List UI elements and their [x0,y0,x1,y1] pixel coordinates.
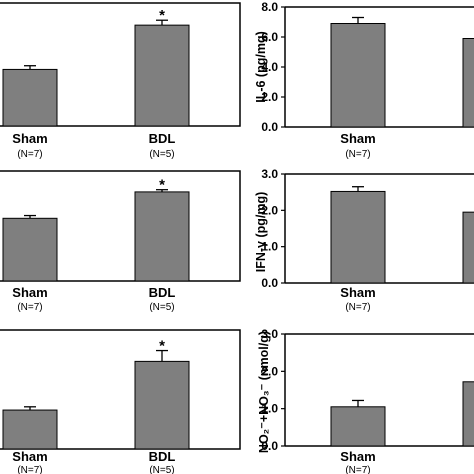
bar-sham [330,406,386,447]
panel-left-bottom: Sham(N=7) * BDL(N=5) [0,329,241,474]
y-tick-label: 1.0 [261,402,278,416]
bar-sham [330,23,386,128]
y-tick-label: 4.0 [261,60,278,74]
bar-sham [2,409,58,450]
bar-sham [2,68,58,127]
y-tick-label: 8.0 [261,0,278,14]
category-label: BDL [149,131,176,146]
bar-bdl [134,191,190,282]
category-label: Sham [340,449,375,464]
y-tick-label: 3.0 [261,327,278,341]
y-tick-label: 2.0 [261,203,278,217]
y-tick-label: 2.0 [261,364,278,378]
y-tick-label: 0.0 [261,276,278,290]
bar-bdl [134,360,190,450]
y-tick-label: 3.0 [261,167,278,181]
bar-bdl [462,211,474,284]
group-size-label: (N=7) [345,302,370,313]
group-size-label: (N=7) [345,149,370,160]
category-label: Sham [12,285,47,300]
y-tick-label: 6.0 [261,30,278,44]
y-tick-label: 2.0 [261,90,278,104]
panel-left-middle: Sham (N=7) * BDL (N=5) [0,170,241,313]
bar-sham [2,217,58,282]
plot-frame [0,2,241,127]
significance-mark: * [159,338,165,355]
category-label: BDL [149,285,176,300]
category-label: BDL [149,449,176,464]
group-size-label: (N=7) [17,302,42,313]
group-size-label: (N=7) [345,465,370,474]
group-size-label: (N=7) [17,465,42,474]
category-label: Sham [340,285,375,300]
y-tick-label: 0.0 [261,120,278,134]
group-size-label: (N=5) [149,149,174,160]
bar-bdl [134,24,190,127]
panel-right-top: 0.02.04.06.08.0IL-6 (pg/mg)Sham(N=7)BDL [254,0,474,160]
category-label: Sham [12,131,47,146]
y-tick-label: 0.0 [261,439,278,453]
group-size-label: (N=5) [149,302,174,313]
plot-frame [0,329,241,450]
group-size-label: (N=7) [17,149,42,160]
bar-bdl [462,38,474,128]
plot-frame [0,170,241,282]
bar-bdl [462,381,474,447]
significance-mark: * [159,177,165,194]
y-axis-label: NO₂⁻+NO₃⁻ (nmol/g) [257,331,271,453]
category-label: Sham [12,449,47,464]
y-tick-label: 1.0 [261,240,278,254]
significance-mark: * [159,7,165,24]
category-label: Sham [340,131,375,146]
y-axis-label: IL-6 (pg/mg) [254,31,268,103]
group-size-label: (N=5) [149,465,174,474]
bar-sham [330,190,386,284]
y-axis-label: IFN-γ (pg/mg) [254,192,268,273]
panel-left-top: Sham (N=7) * BDL (N=5) [0,2,241,160]
